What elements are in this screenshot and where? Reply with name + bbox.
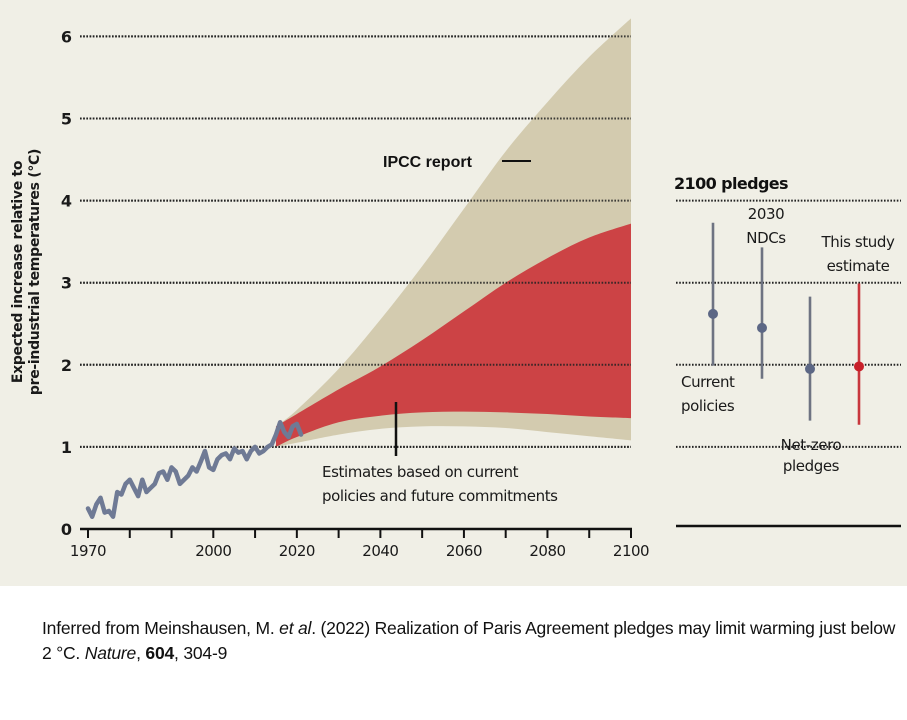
this-study-estimate-label-line1: This study xyxy=(820,233,895,251)
y-tick-label-2: 2 xyxy=(61,356,72,375)
x-tick-label-2080: 2080 xyxy=(529,542,565,560)
net-zero-pledges-label-line2: pledges xyxy=(783,457,840,475)
caption-prefix: Inferred from Meinshausen, M. xyxy=(42,618,280,638)
annotations: IPCC report Estimates based on current p… xyxy=(322,154,559,505)
this-study-estimate-label-line2: estimate xyxy=(827,257,890,275)
2030-ndcs-label-line1: 2030 xyxy=(748,205,785,223)
x-tick-label-2000: 2000 xyxy=(195,542,231,560)
y-axis-title-line2: pre-industrial temperatures (°C) xyxy=(27,149,43,395)
2030-ndcs-label-line2: NDCs xyxy=(746,229,786,247)
net-zero-pledges-point xyxy=(805,363,815,374)
caption-suffix: , 304-9 xyxy=(174,643,228,663)
pledges-panel: 2100 pledges Current policies 2030 NDCs Net-… xyxy=(674,174,901,528)
2030-ndcs-point xyxy=(757,322,767,333)
y-tick-label-5: 5 xyxy=(61,110,72,129)
axes: 0 1 2 3 4 5 6 1970 2000 2020 2040 2060 2080 2100 xyxy=(61,27,650,560)
climate-chart: 0 1 2 3 4 5 6 1970 2000 2020 2040 2060 2080 2100 IPCC… xyxy=(10,18,901,560)
estimates-band xyxy=(275,223,631,447)
observed-temperature-line xyxy=(85,420,304,519)
estimates-label-line2: policies and future commitments xyxy=(322,487,558,505)
caption-volume: 604 xyxy=(145,643,175,663)
x-tick-label-2040: 2040 xyxy=(362,542,398,560)
y-axis-title: Expected increase relative to pre-indust… xyxy=(10,149,43,395)
y-tick-label-3: 3 xyxy=(61,274,72,293)
current-policies-label-line2: policies xyxy=(681,397,735,415)
current-policies-label-line1: Current xyxy=(681,373,735,391)
projection-bands xyxy=(80,18,631,448)
caption-etal: et al xyxy=(279,618,312,638)
caption-middle: . (2022) Realization of Paris Agreement … xyxy=(42,618,896,663)
ipcc-report-label: IPCC report xyxy=(383,154,473,171)
y-axis-title-line1: Expected increase relative to xyxy=(10,160,26,383)
estimates-label-line1: Estimates based on current xyxy=(322,463,519,481)
y-tick-label-6: 6 xyxy=(61,27,72,46)
x-tick-label-2060: 2060 xyxy=(446,542,482,560)
pledges-panel-title: 2100 pledges xyxy=(674,174,788,193)
caption-comma: , xyxy=(136,643,146,663)
x-tick-label-2020: 2020 xyxy=(279,542,315,560)
caption-journal: Nature xyxy=(84,643,137,663)
x-tick-label-2100: 2100 xyxy=(613,542,649,560)
x-tick-label-1970: 1970 xyxy=(70,542,106,560)
this-study-estimate-point xyxy=(854,361,864,372)
observed-series xyxy=(85,420,304,519)
y-tick-label-1: 1 xyxy=(61,438,72,457)
figure-caption: Inferred from Meinshausen, M. et al. (20… xyxy=(42,616,902,666)
y-tick-label-0: 0 xyxy=(61,520,72,539)
y-tick-label-4: 4 xyxy=(61,192,72,211)
net-zero-pledges-label-line1: Net-zero xyxy=(781,436,842,454)
current-policies-point xyxy=(708,308,718,319)
